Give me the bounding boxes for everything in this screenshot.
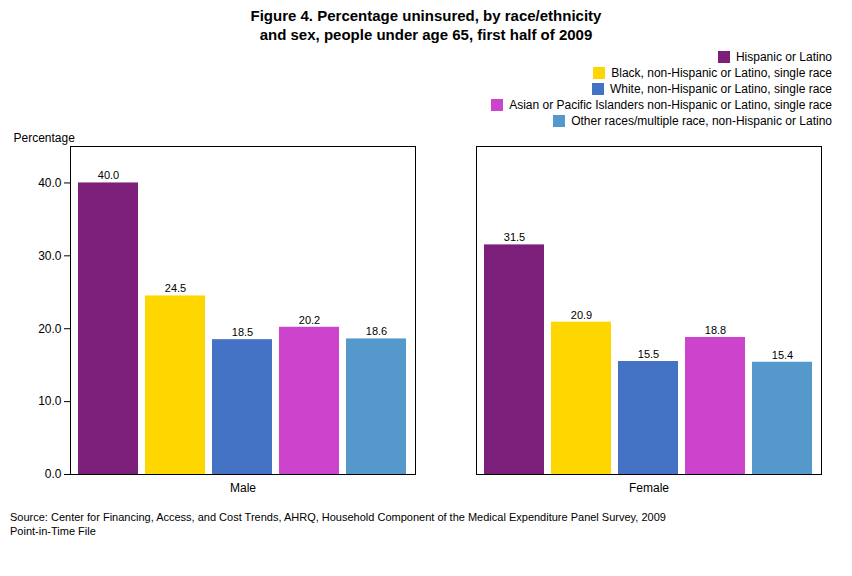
html-text:Black, non-Hispanic or Latino,: Black, non-Hispanic or Latino, single ra… [611, 66, 832, 80]
svg-text:40.0: 40.0 [38, 176, 62, 190]
svg-text:20.2: 20.2 [299, 314, 320, 326]
html-text:Other races/multiple race, non: Other races/multiple race, non-Hispanic … [571, 114, 832, 128]
html-text:Hispanic or Latino: Hispanic or Latino [735, 50, 832, 64]
html-text:White, non-Hispanic or Latino,: White, non-Hispanic or Latino, single ra… [609, 82, 832, 96]
html-text:Figure 4. Percentage uninsured: Figure 4. Percentage uninsured, by race/… [250, 7, 602, 43]
svg-text:24.5: 24.5 [165, 282, 186, 294]
svg-text:18.8: 18.8 [705, 324, 726, 336]
svg-text:31.5: 31.5 [504, 231, 525, 243]
svg-text:15.4: 15.4 [772, 349, 793, 361]
svg-text:0.0: 0.0 [45, 467, 62, 481]
svg-text:Female: Female [629, 481, 669, 495]
svg-text:30.0: 30.0 [38, 249, 62, 263]
svg-text:20.0: 20.0 [38, 322, 62, 336]
svg-text:15.5: 15.5 [638, 348, 659, 360]
svg-text:18.6: 18.6 [366, 325, 387, 337]
html-text:Asian or Pacific Islanders non: Asian or Pacific Islanders non-Hispanic … [509, 98, 832, 112]
svg-text:20.9: 20.9 [571, 309, 592, 321]
svg-text:18.5: 18.5 [232, 326, 253, 338]
svg-text:10.0: 10.0 [38, 394, 62, 408]
svg-text:40.0: 40.0 [98, 169, 119, 181]
svg-text:Male: Male [230, 481, 256, 495]
html-text:Source: Center for Financing,: Source: Center for Financing, Access, an… [10, 511, 666, 537]
svg-text:Percentage: Percentage [14, 131, 76, 145]
